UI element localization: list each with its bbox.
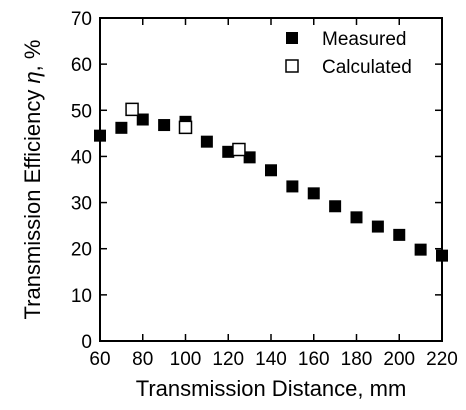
y-tick-label: 0 bbox=[81, 332, 92, 353]
data-markers bbox=[94, 102, 448, 262]
measured-point bbox=[371, 220, 384, 233]
measured-point bbox=[393, 228, 406, 241]
y-tick-label: 40 bbox=[71, 147, 92, 168]
y-axis-ticks bbox=[100, 17, 442, 342]
x-tick-label: 140 bbox=[255, 349, 287, 370]
x-tick-label: 60 bbox=[89, 349, 110, 370]
x-tick-label: 220 bbox=[426, 349, 458, 370]
x-axis-title: Transmission Distance, mm bbox=[136, 376, 407, 401]
y-tick-label: 60 bbox=[71, 55, 92, 76]
x-tick-label: 120 bbox=[212, 349, 244, 370]
calculated-point bbox=[232, 142, 246, 157]
measured-point bbox=[414, 243, 427, 256]
measured-point bbox=[243, 151, 256, 164]
measured-point bbox=[158, 119, 171, 132]
measured-point bbox=[329, 200, 342, 213]
y-axis-title-unit: , % bbox=[20, 40, 45, 72]
x-axis-ticks bbox=[99, 18, 443, 341]
measured-point bbox=[115, 121, 128, 134]
y-tick-label: 10 bbox=[71, 286, 92, 307]
legend-label-measured: Measured bbox=[322, 29, 407, 50]
y-axis-title: Transmission Efficiency η, % bbox=[20, 40, 45, 320]
measured-point bbox=[436, 249, 448, 262]
calculated-point bbox=[125, 102, 139, 117]
measured-point bbox=[286, 180, 299, 193]
measured-point bbox=[307, 187, 320, 200]
y-axis-title-symbol: η bbox=[20, 71, 45, 83]
x-tick-label: 80 bbox=[132, 349, 153, 370]
measured-point bbox=[94, 129, 106, 142]
legend-label-calculated: Calculated bbox=[322, 57, 412, 78]
x-axis-tick-labels: 60 80 100 120 140 160 180 200 220 bbox=[89, 349, 457, 370]
x-tick-label: 180 bbox=[341, 349, 373, 370]
measured-point bbox=[136, 113, 149, 126]
measured-point bbox=[200, 135, 213, 148]
y-tick-label: 70 bbox=[71, 9, 92, 30]
legend-marker-calculated bbox=[285, 59, 299, 73]
calculated-point bbox=[178, 120, 193, 135]
x-tick-label: 200 bbox=[383, 349, 415, 370]
x-tick-label: 160 bbox=[298, 349, 330, 370]
y-axis-tick-labels: 0 10 20 30 40 50 60 70 bbox=[71, 9, 92, 353]
y-tick-label: 20 bbox=[71, 240, 92, 261]
y-tick-label: 30 bbox=[71, 194, 92, 215]
legend: Measured Calculated bbox=[285, 29, 412, 78]
y-axis-title-text: Transmission Efficiency bbox=[20, 84, 45, 320]
measured-point bbox=[350, 211, 363, 224]
measured-point bbox=[265, 164, 277, 177]
legend-marker-measured bbox=[286, 32, 298, 44]
measured-point bbox=[222, 145, 235, 158]
y-tick-label: 50 bbox=[71, 101, 92, 122]
x-tick-label: 100 bbox=[170, 349, 202, 370]
